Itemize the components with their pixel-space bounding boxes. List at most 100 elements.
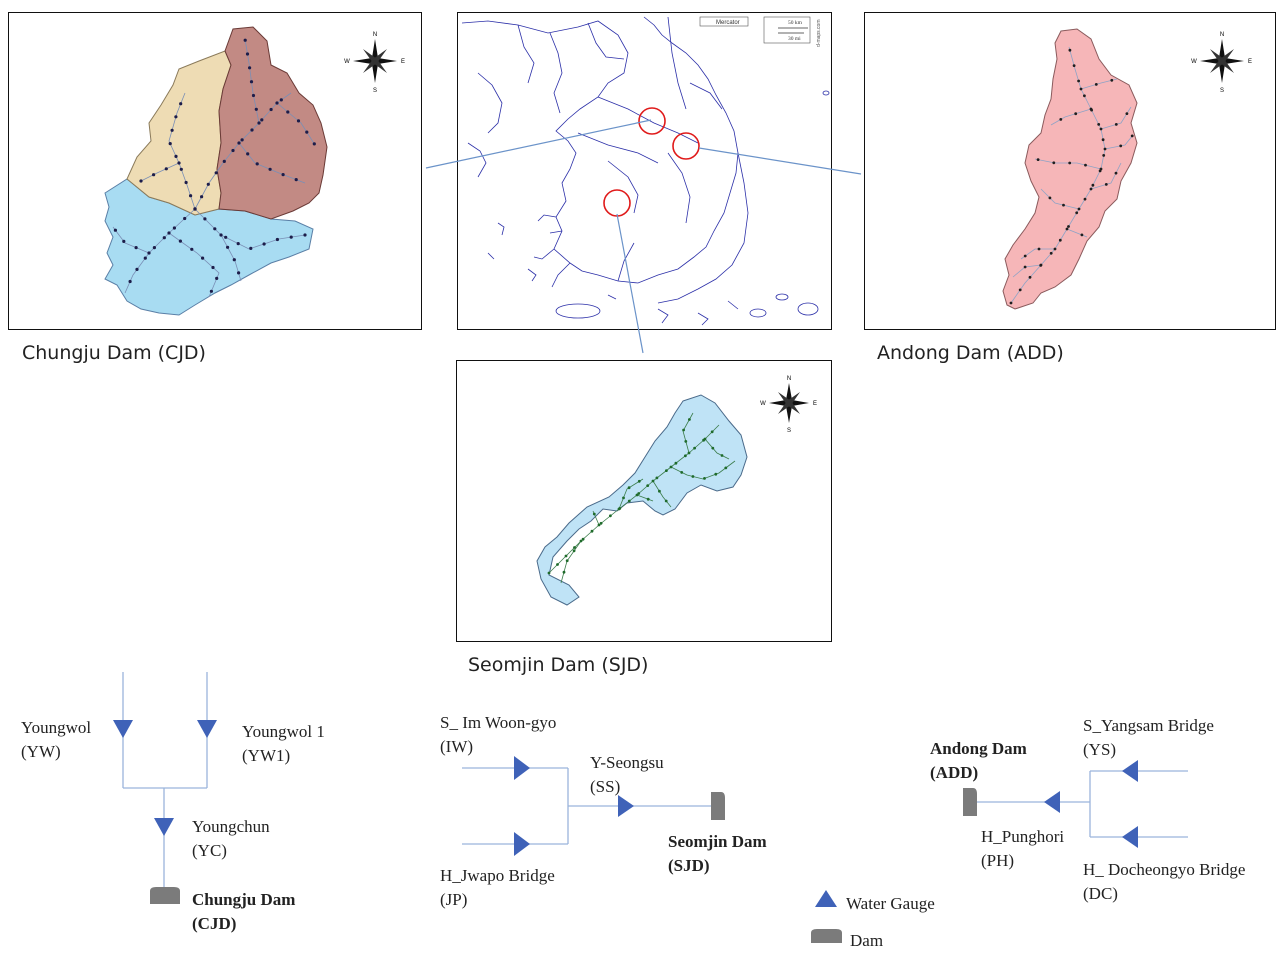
stream-node-dot <box>167 231 171 235</box>
stream-node-dot <box>177 161 181 165</box>
stream-node-dot <box>250 128 254 132</box>
stream-node-dot <box>213 227 217 231</box>
cjd-east-subbasin <box>216 26 328 220</box>
label-yangsam-bridge-name: S_Yangsam Bridge <box>1083 716 1214 735</box>
gauge-im-woon-gyo <box>514 756 530 780</box>
korea-coastline <box>461 16 830 326</box>
stream-node-dot <box>206 182 210 186</box>
stream-node-dot <box>564 554 568 558</box>
stream-node-dot <box>214 171 218 175</box>
stream-node-dot <box>714 472 718 476</box>
stream-node-dot <box>1091 183 1095 187</box>
label-chungju-dam: Chungju Dam (CJD) <box>192 888 295 936</box>
stream-node-dot <box>224 235 228 239</box>
compass-rose-add: N S E W <box>1191 32 1252 94</box>
stream-node-dot <box>231 148 235 153</box>
label-chungju-dam-code: (CJD) <box>192 914 237 933</box>
compass-w-sjd: W <box>760 401 766 407</box>
label-im-woon-gyo-code: (IW) <box>440 737 474 756</box>
gauge-docheongyo-bridge <box>1122 826 1138 848</box>
stream-node-dot <box>627 499 631 503</box>
stream-node-dot <box>269 107 273 112</box>
stream-node-dot <box>246 152 250 156</box>
label-seongsu: Y-Seongsu (SS) <box>590 751 664 799</box>
legend-dam-label: Dam <box>850 931 884 950</box>
stream-node-dot <box>226 245 230 249</box>
korea-overview-map: Mercator 50 km 30 mi d-maps.com <box>461 16 830 326</box>
stream-node-dot <box>237 141 241 145</box>
scale-km: 50 km <box>788 20 803 26</box>
chungju-dam-caption: Chungju Dam (CJD) <box>22 342 206 364</box>
label-seomjin-dam-name: Seomjin Dam <box>668 832 767 851</box>
stream-node-dot <box>174 115 178 119</box>
stream-node-dot <box>201 256 205 260</box>
compass-rose-sjd: N S E W <box>760 376 817 434</box>
stream-node-dot <box>669 465 673 469</box>
stream-node-dot <box>1048 196 1052 200</box>
stream-node-dot <box>627 486 631 490</box>
gauge-youngwol <box>113 720 133 738</box>
stream-node-dot <box>249 246 253 250</box>
stream-node-dot <box>168 142 172 146</box>
stream-node-dot <box>1089 107 1093 111</box>
stream-node-dot <box>703 437 707 441</box>
stream-node-dot <box>1130 134 1134 138</box>
stream-node-dot <box>1089 187 1093 191</box>
stream-node-dot <box>294 178 298 182</box>
stream-node-dot <box>1084 163 1087 167</box>
stream-node-dot <box>122 239 126 243</box>
sjd-gauge-nodes <box>547 418 728 575</box>
stream-node-dot <box>1018 288 1022 292</box>
stream-node-dot <box>260 118 264 122</box>
add-location-marker <box>672 132 700 160</box>
chungju-dam-basin-map: N S E W <box>104 26 405 316</box>
add-stream-network <box>1010 46 1134 304</box>
stream-node-dot <box>1094 83 1098 86</box>
stream-node-dot <box>1114 171 1118 175</box>
add-basin <box>1002 28 1138 310</box>
stream-node-dot <box>655 476 659 480</box>
stream-node-dot <box>232 258 236 262</box>
stream-node-dot <box>200 195 204 199</box>
gauge-jwapo-bridge <box>514 832 530 856</box>
label-youngwol: Youngwol (YW) <box>21 716 91 764</box>
label-jwapo-bridge-name: H_Jwapo Bridge <box>440 866 555 885</box>
cjd-gauge-nodes <box>113 38 316 293</box>
label-youngchun-name: Youngchun <box>192 817 270 836</box>
stream-node-dot <box>1023 265 1027 269</box>
compass-w-add: W <box>1191 59 1197 65</box>
stream-node-dot <box>556 563 559 566</box>
add-gauge-nodes <box>1009 48 1134 305</box>
stream-node-dot <box>249 80 254 84</box>
label-punghori-name: H_Punghori <box>981 827 1065 846</box>
stream-node-dot <box>682 428 685 432</box>
label-seongsu-code: (SS) <box>590 777 621 796</box>
stream-node-dot <box>590 529 594 533</box>
gauge-youngchun <box>154 818 174 836</box>
seomjin-dam-map-panel: N S E W <box>456 360 832 642</box>
stream-node-dot <box>209 289 213 293</box>
gauge-markers <box>113 720 1138 856</box>
stream-node-dot <box>1125 112 1129 115</box>
stream-node-dot <box>1114 123 1118 126</box>
stream-node-dot <box>289 235 293 239</box>
stream-node-dot <box>262 242 266 246</box>
scale-mi: 30 mi <box>788 36 801 42</box>
stream-node-dot <box>637 479 641 483</box>
label-punghori-code: (PH) <box>981 851 1015 870</box>
scale-box <box>763 16 811 44</box>
compass-rose-cjd: N S E W <box>344 32 405 94</box>
stream-node-dot <box>248 66 252 70</box>
stream-node-dot <box>684 440 688 443</box>
compass-e-add: E <box>1248 59 1252 65</box>
stream-node-dot <box>1053 247 1057 251</box>
stream-node-dot <box>152 173 156 177</box>
compass-n-add: N <box>1220 32 1224 38</box>
stream-node-dot <box>674 461 678 465</box>
stream-node-dot <box>172 226 176 230</box>
legend-dam-icon <box>811 929 842 943</box>
stream-node-dot <box>1059 118 1063 121</box>
stream-node-dot <box>1037 247 1041 251</box>
label-docheongyo-bridge-code: (DC) <box>1083 884 1118 903</box>
stream-node-dot <box>573 546 576 549</box>
